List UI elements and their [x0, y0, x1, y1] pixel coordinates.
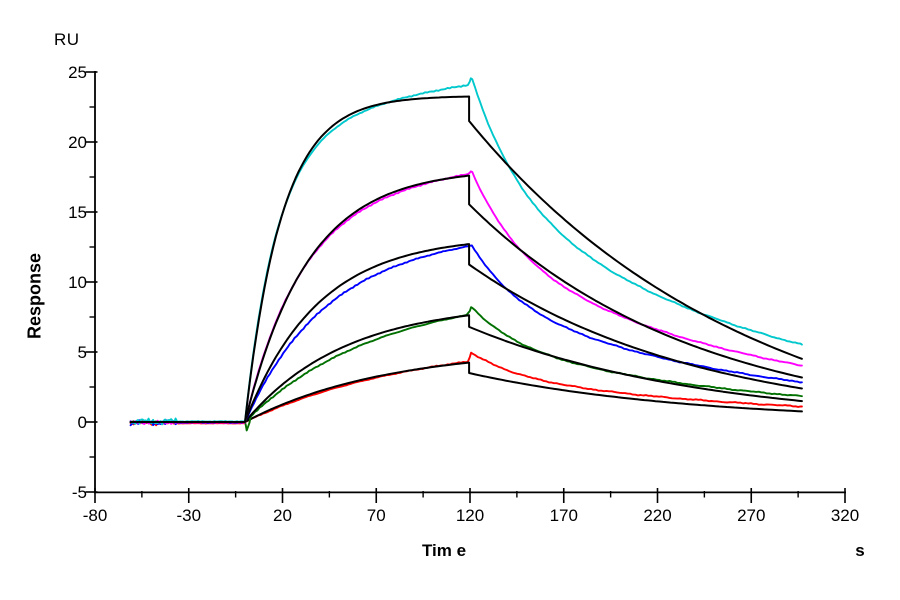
x-tick-label-20: 20 — [273, 506, 292, 525]
y-tick-label-10: 10 — [68, 273, 87, 292]
series-path-trace-blue — [129, 244, 803, 427]
x-tick-label-320: 320 — [831, 506, 859, 525]
x-tick-label--80: -80 — [83, 506, 108, 525]
x-tick-label-70: 70 — [367, 506, 386, 525]
series-path-fit-red — [129, 361, 803, 423]
y-tick-label-20: 20 — [68, 133, 87, 152]
series-path-fit-blue — [129, 243, 803, 423]
y-tick-label--5: -5 — [72, 483, 87, 502]
x-tick-label-170: 170 — [550, 506, 578, 525]
series-path-fit-cyan — [129, 95, 803, 423]
series-path-trace-cyan — [129, 77, 803, 426]
x-tick-label-220: 220 — [643, 506, 671, 525]
y-tick-label-25: 25 — [68, 63, 87, 82]
series-path-fit-green — [129, 314, 803, 423]
x-tick-label-270: 270 — [737, 506, 765, 525]
y-tick-label-15: 15 — [68, 203, 87, 222]
y-tick-label-5: 5 — [78, 343, 87, 362]
x-axis-title: Tim e — [421, 541, 467, 560]
x-tick-label--30: -30 — [176, 506, 201, 525]
series-path-fit-magenta — [129, 174, 803, 423]
series-path-trace-green — [129, 306, 803, 432]
x-axis-unit-label: s — [855, 541, 865, 560]
y-axis-unit-label: RU — [54, 30, 80, 49]
y-tick-label-0: 0 — [78, 413, 87, 432]
x-tick-label-120: 120 — [456, 506, 484, 525]
